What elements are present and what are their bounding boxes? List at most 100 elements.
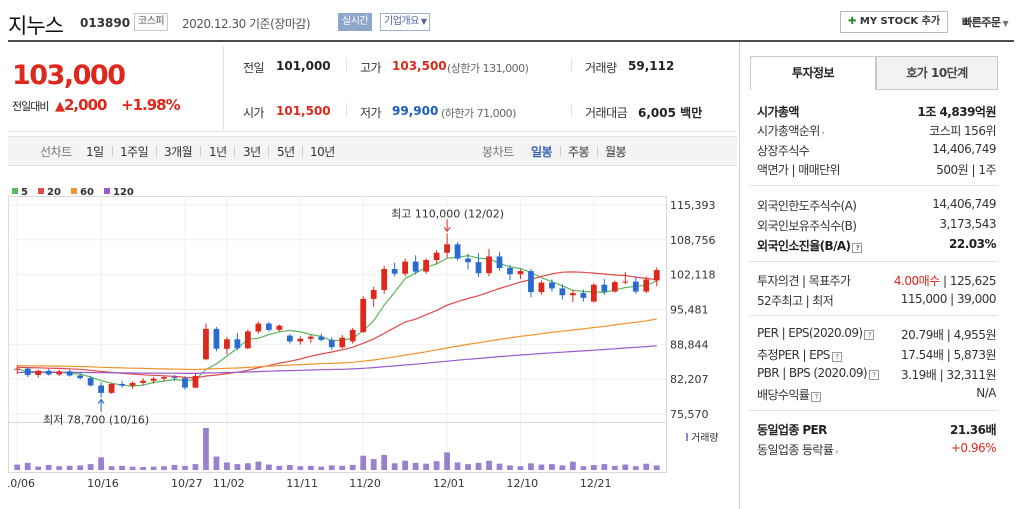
up-triangle-icon: ▲ [55,99,65,114]
x-tick-label: 10/27 [171,477,203,490]
upper-limit: (상한가 131,000) [447,62,529,75]
candle-body [150,378,157,381]
help-icon[interactable]: ? [868,370,879,380]
change-percent: +1.98% [121,96,181,114]
tab-line-chart[interactable]: 선차트 [40,145,72,159]
candle-body [590,284,597,302]
quick-order-button[interactable]: 빠른주문 ▼ [962,14,1009,30]
candle-body [234,339,241,349]
pbr-bps-value: 3.19배 | 32,311원 [901,368,996,382]
volume-bar [98,457,104,470]
divider [200,146,201,157]
target-price-value: 125,625 [949,274,997,288]
period-tab-bar [8,136,737,166]
tab-investment-info[interactable]: 투자정보 [750,56,876,90]
help-icon[interactable]: ? [864,330,875,340]
prev-close-value: 101,000 [276,59,331,73]
mystock-add-label: MY STOCK 추가 [859,16,941,27]
divider [8,131,737,132]
tab-5y[interactable]: 5년 [277,145,295,159]
dividend-yield-label: 배당수익률? [757,386,822,403]
volume-bar [391,463,398,470]
realtime-button[interactable]: 실시간 [338,13,373,31]
amount-value: 6,005 백만 [638,104,702,121]
tab-candle-chart[interactable]: 봉차트 [482,145,514,159]
volume-bar [108,466,115,470]
tab-1d[interactable]: 1일 [86,145,104,159]
volume-bar [87,464,94,470]
volume-bar [528,463,534,470]
candle-body [465,258,471,263]
help-icon[interactable]: ? [811,392,822,402]
tab-monthly[interactable]: 월봉 [605,145,627,159]
candle-body [423,260,429,272]
legend-ma60[interactable]: 60 [71,187,94,198]
header-divider [8,40,1014,42]
tab-1w[interactable]: 1주일 [120,145,149,159]
foreign-ratio-text: 외국인소진율(B/A) [757,239,851,253]
divider [234,146,235,157]
market-cap-label: 시가총액 [757,105,799,119]
volume-bar [496,463,503,470]
foreign-ratio-label: 외국인소진율(B/A)? [757,237,863,254]
tab-weekly[interactable]: 주봉 [568,145,590,159]
volume-bar [517,466,524,470]
company-overview-dropdown[interactable]: 기업개요 ▼ [380,13,431,31]
tab-10y[interactable]: 10년 [310,145,335,159]
dropdown-icon: ▼ [420,17,427,26]
y-tick-label: 108,756 [670,234,716,247]
legend-ma5[interactable]: 5 [12,187,28,198]
legend-label: 5 [21,187,28,198]
legend-ma120[interactable]: 120 [104,187,134,198]
market-cap-rank-label[interactable]: 시가총액순위 › [757,122,825,139]
volume-bar [549,464,555,470]
help-icon[interactable]: ? [852,243,863,253]
volume-bar [286,464,293,470]
tab-3m[interactable]: 3개월 [164,145,193,159]
volume-bar [370,459,377,470]
volume-bar [643,463,650,470]
candle-body [265,323,272,330]
volume-bar [611,465,618,470]
chevron-down-icon: ▼ [1002,19,1009,28]
tab-3y[interactable]: 3년 [243,145,261,159]
high-value: 103,500 [392,59,447,73]
volume-bar [444,452,450,470]
ma120-line [17,345,657,374]
tab-orderbook-10[interactable]: 호가 10단계 [876,56,998,90]
candle-body [517,271,524,275]
divider [571,103,572,117]
y-tick-label: 95,481 [670,304,709,317]
candle-body [161,377,167,379]
open-label: 시가 [243,106,265,120]
volume-bar [203,428,209,470]
low-value: 99,900 [392,104,439,118]
divider [750,315,998,316]
volume-bar [224,462,230,470]
sector-change-label[interactable]: 동일업종 등락률 › [757,441,838,458]
sector-change-value: +0.96% [950,441,997,455]
per-eps-label: PER | EPS(2020.09)? [757,326,875,340]
help-icon[interactable]: ? [831,352,842,362]
x-tick-label: 10/16 [87,477,119,490]
legend-label: 20 [47,187,61,198]
tab-daily[interactable]: 일봉 [531,145,553,159]
candlestick-chart[interactable]: 115,393 108,756 102,118 95,481 88,844 82,207 7… [8,196,737,509]
min-arrowhead-icon [97,398,105,404]
candle-body [87,378,94,386]
divider [750,261,998,262]
tab-1y[interactable]: 1년 [209,145,227,159]
opinion-value: 4.00매수 [893,274,940,288]
candle-body [56,371,63,375]
candle-body [339,337,346,348]
chart-frame [8,196,667,473]
market-cap-rank-text: 시가총액순위 [757,124,820,138]
volume-bar [412,462,419,470]
chart-grid [8,196,667,473]
candle-body [213,328,220,349]
sector-change-text: 동일업종 등락률 [757,443,834,457]
candle-body [66,371,73,376]
legend-ma20[interactable]: 20 [38,187,61,198]
pbr-bps-text: PBR | BPS (2020.09) [757,366,868,380]
mystock-add-button[interactable]: ✚ MY STOCK 추가 [840,11,949,33]
